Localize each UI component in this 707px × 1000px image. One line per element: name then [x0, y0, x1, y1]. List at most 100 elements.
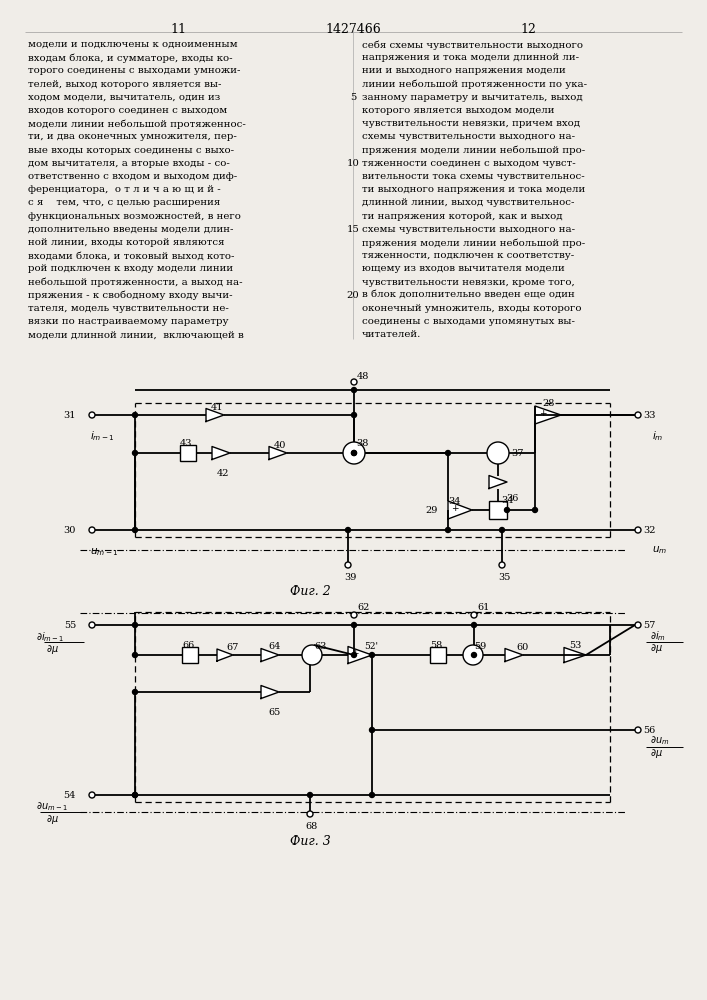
Text: 15: 15: [346, 225, 359, 234]
Circle shape: [463, 645, 483, 665]
Text: соединены с выходами упомянутых вы-: соединены с выходами упомянутых вы-: [362, 317, 575, 326]
Text: ти, и два оконечных умножителя, пер-: ти, и два оконечных умножителя, пер-: [28, 132, 237, 141]
Polygon shape: [489, 476, 507, 488]
Circle shape: [132, 412, 137, 418]
Text: 61: 61: [477, 603, 489, 612]
Text: входов которого соединен с выходом: входов которого соединен с выходом: [28, 106, 227, 115]
Circle shape: [132, 528, 137, 532]
Text: 5: 5: [350, 93, 356, 102]
Text: тяженности, подключен к соответству-: тяженности, подключен к соответству-: [362, 251, 574, 260]
Circle shape: [351, 387, 356, 392]
Text: ференциатора,  о т л и ч а ю щ и й -: ференциатора, о т л и ч а ю щ и й -: [28, 185, 221, 194]
Circle shape: [471, 612, 477, 618]
Text: 48: 48: [357, 372, 369, 381]
Text: ходом модели, вычитатель, один из: ходом модели, вычитатель, один из: [28, 93, 221, 102]
Text: 40: 40: [274, 441, 286, 450]
Circle shape: [351, 412, 356, 418]
Circle shape: [532, 508, 537, 512]
Text: 65: 65: [268, 708, 280, 717]
Circle shape: [307, 811, 313, 817]
Circle shape: [635, 527, 641, 533]
Text: оконечный умножитель, входы которого: оконечный умножитель, входы которого: [362, 304, 581, 313]
Text: ной линии, входы которой являются: ной линии, входы которой являются: [28, 238, 225, 247]
Polygon shape: [206, 408, 224, 422]
Circle shape: [370, 728, 375, 732]
Text: пряжения - к свободному входу вычи-: пряжения - к свободному входу вычи-: [28, 291, 233, 300]
Text: +: +: [539, 409, 547, 418]
Text: дополнительно введены модели длин-: дополнительно введены модели длин-: [28, 225, 233, 234]
Text: чувствительности невязки, кроме того,: чувствительности невязки, кроме того,: [362, 278, 575, 287]
Text: $\partial \mu$: $\partial \mu$: [46, 813, 59, 826]
Polygon shape: [535, 406, 561, 424]
Text: читателей.: читателей.: [362, 330, 421, 339]
Circle shape: [343, 442, 365, 464]
Text: $\partial u_{m-1}$: $\partial u_{m-1}$: [36, 800, 68, 813]
Text: в блок дополнительно введен еще один: в блок дополнительно введен еще один: [362, 291, 575, 300]
Text: ющему из входов вычитателя модели: ющему из входов вычитателя модели: [362, 264, 565, 273]
Text: себя схемы чувствительности выходного: себя схемы чувствительности выходного: [362, 40, 583, 49]
Circle shape: [635, 622, 641, 628]
Text: модели длинной линии,  включающей в: модели длинной линии, включающей в: [28, 330, 244, 339]
Text: напряжения и тока модели длинной ли-: напряжения и тока модели длинной ли-: [362, 53, 579, 62]
Text: 20: 20: [346, 291, 359, 300]
Text: $i_m$: $i_m$: [652, 429, 663, 443]
Circle shape: [132, 450, 137, 456]
Text: 29: 29: [426, 506, 438, 515]
Polygon shape: [448, 501, 472, 519]
Bar: [430, 647, 446, 663]
Text: 28: 28: [542, 399, 554, 408]
Circle shape: [345, 562, 351, 568]
Text: с я    тем, что, с целью расширения: с я тем, что, с целью расширения: [28, 198, 221, 207]
Text: длинной линии, выход чувствительнос-: длинной линии, выход чувствительнос-: [362, 198, 575, 207]
Bar: [180, 445, 196, 461]
Text: ответственно с входом и выходом диф-: ответственно с входом и выходом диф-: [28, 172, 238, 181]
Text: рой подключен к входу модели линии: рой подключен к входу модели линии: [28, 264, 233, 273]
Text: 62: 62: [357, 603, 369, 612]
Circle shape: [351, 652, 356, 658]
Text: модели линии небольшой протяженнос-: модели линии небольшой протяженнос-: [28, 119, 246, 129]
Text: 43: 43: [180, 439, 192, 448]
Text: ти выходного напряжения и тока модели: ти выходного напряжения и тока модели: [362, 185, 585, 194]
Circle shape: [89, 622, 95, 628]
Text: $\partial \mu$: $\partial \mu$: [650, 747, 662, 760]
Text: которого является выходом модели: которого является выходом модели: [362, 106, 554, 115]
Text: 54: 54: [64, 791, 76, 800]
Polygon shape: [348, 647, 372, 664]
Text: вые входы которых соединены с выхо-: вые входы которых соединены с выхо-: [28, 146, 234, 155]
Text: +: +: [451, 504, 459, 513]
Circle shape: [132, 652, 137, 658]
Circle shape: [89, 527, 95, 533]
Circle shape: [370, 652, 375, 658]
Circle shape: [351, 622, 356, 628]
Text: схемы чувствительности выходного на-: схемы чувствительности выходного на-: [362, 132, 575, 141]
Circle shape: [505, 508, 510, 512]
Circle shape: [132, 792, 137, 798]
Text: телей, выход которого является вы-: телей, выход которого является вы-: [28, 80, 221, 89]
Polygon shape: [269, 446, 287, 460]
Text: 30: 30: [64, 526, 76, 535]
Circle shape: [351, 379, 357, 385]
Text: пряжения модели линии небольшой про-: пряжения модели линии небольшой про-: [362, 146, 585, 155]
Text: схемы чувствительности выходного на-: схемы чувствительности выходного на-: [362, 225, 575, 234]
Circle shape: [351, 612, 357, 618]
Text: торого соединены с выходами умножи-: торого соединены с выходами умножи-: [28, 66, 240, 75]
Text: 37: 37: [511, 449, 523, 458]
Polygon shape: [261, 686, 279, 698]
Polygon shape: [261, 648, 279, 662]
Text: 53: 53: [569, 641, 581, 650]
Text: 38: 38: [356, 439, 368, 448]
Circle shape: [635, 727, 641, 733]
Text: $\partial i_m$: $\partial i_m$: [650, 629, 666, 643]
Circle shape: [308, 792, 312, 798]
Text: 33: 33: [643, 411, 655, 420]
Circle shape: [499, 562, 505, 568]
Text: небольшой протяженности, а выход на-: небольшой протяженности, а выход на-: [28, 278, 243, 287]
Text: $\partial \mu$: $\partial \mu$: [46, 643, 59, 656]
Text: 59: 59: [474, 642, 486, 651]
Text: 39: 39: [344, 573, 356, 582]
Text: 1427466: 1427466: [325, 23, 381, 36]
Text: модели и подключены к одноименным: модели и подключены к одноименным: [28, 40, 238, 49]
Text: 64: 64: [268, 642, 281, 651]
Circle shape: [487, 442, 509, 464]
Text: 56: 56: [643, 726, 655, 735]
